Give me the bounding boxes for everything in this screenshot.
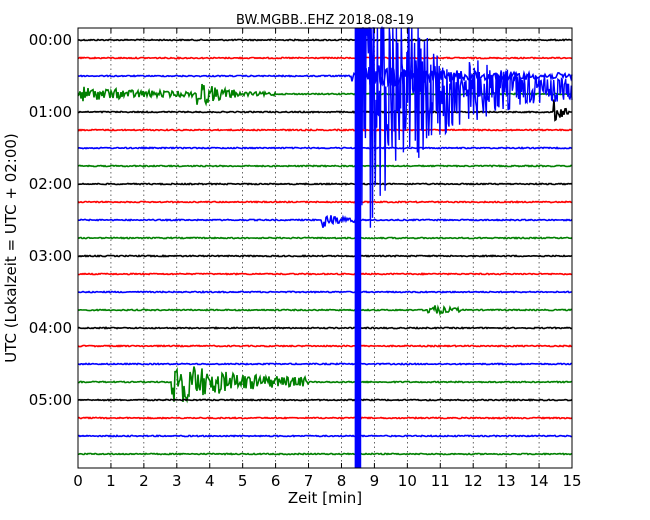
x-tick-label: 14 <box>530 472 549 490</box>
y-tick-label: 04:00 <box>29 319 72 337</box>
x-tick-label: 10 <box>398 472 417 490</box>
trace-line <box>77 146 572 150</box>
trace-line <box>77 272 573 276</box>
trace-line <box>77 214 573 228</box>
x-tick-label: 15 <box>562 472 581 490</box>
y-tick-label: 01:00 <box>29 103 72 121</box>
trace-line <box>77 236 573 240</box>
x-tick-label: 13 <box>497 472 516 490</box>
x-tick-label: 2 <box>139 472 149 490</box>
trace-line <box>77 398 573 402</box>
trace-line <box>77 254 573 258</box>
x-tick-label: 11 <box>431 472 450 490</box>
trace-line <box>78 99 573 122</box>
trace-line <box>77 182 573 186</box>
x-tick-label: 9 <box>370 472 380 490</box>
trace-line <box>77 366 573 404</box>
x-axis-label: Zeit [min] <box>288 489 362 507</box>
x-tick-label: 5 <box>238 472 248 490</box>
chart-title: BW.MGBB..EHZ 2018-08-19 <box>236 13 414 28</box>
x-tick-label: 6 <box>271 472 281 490</box>
trace-line <box>77 344 573 348</box>
y-tick-label: 03:00 <box>29 247 72 265</box>
trace-line <box>77 304 573 317</box>
trace-layer <box>77 38 573 456</box>
trace-line <box>77 56 573 60</box>
x-tick-label: 1 <box>106 472 116 490</box>
plot-frame <box>77 27 573 469</box>
x-tick-label: 4 <box>205 472 215 490</box>
x-tick-label: 8 <box>337 472 347 490</box>
trace-line <box>77 434 573 438</box>
y-tick-label: 00:00 <box>29 31 72 49</box>
trace-line <box>77 416 573 420</box>
trace-line <box>77 128 573 132</box>
trace-line <box>77 200 572 204</box>
trace-line <box>77 38 573 42</box>
trace-line <box>77 362 573 366</box>
trace-line <box>77 452 573 456</box>
x-tick-label: 12 <box>464 472 483 490</box>
x-tick-label: 0 <box>73 472 83 490</box>
y-axis-label: UTC (Lokalzeit = UTC + 02:00) <box>2 133 20 363</box>
y-tick-label: 05:00 <box>29 391 72 409</box>
tick-layer: 0 1 2 3 4 5 6 7 8 9 10 11 12 13 14 1500:0001:0002:0003:… <box>29 28 582 490</box>
y-tick-label: 02:00 <box>29 175 72 193</box>
trace-line <box>77 326 573 330</box>
saturated-event-band <box>354 28 362 468</box>
trace-line <box>77 164 573 168</box>
trace-line <box>77 290 573 294</box>
x-tick-label: 7 <box>304 472 314 490</box>
x-tick-label: 3 <box>172 472 182 490</box>
